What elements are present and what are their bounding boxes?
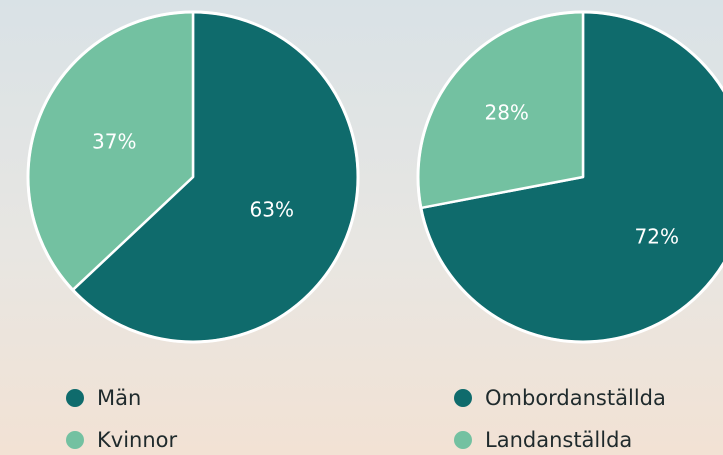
pie-outline <box>416 10 723 344</box>
legend-swatch <box>454 431 472 449</box>
legend-label: Ombordanställda <box>485 386 666 410</box>
legend-swatch <box>66 389 84 407</box>
value-label: 63% <box>250 198 294 222</box>
legend-swatch <box>66 431 84 449</box>
value-label: 28% <box>484 100 528 124</box>
legend-label: Landanställda <box>485 428 632 452</box>
legend-label: Män <box>97 386 141 410</box>
legend-label: Kvinnor <box>97 428 178 452</box>
value-label: 37% <box>92 129 136 153</box>
pie-outline <box>26 10 360 344</box>
value-label: 72% <box>635 225 679 249</box>
legend-swatch <box>454 389 472 407</box>
